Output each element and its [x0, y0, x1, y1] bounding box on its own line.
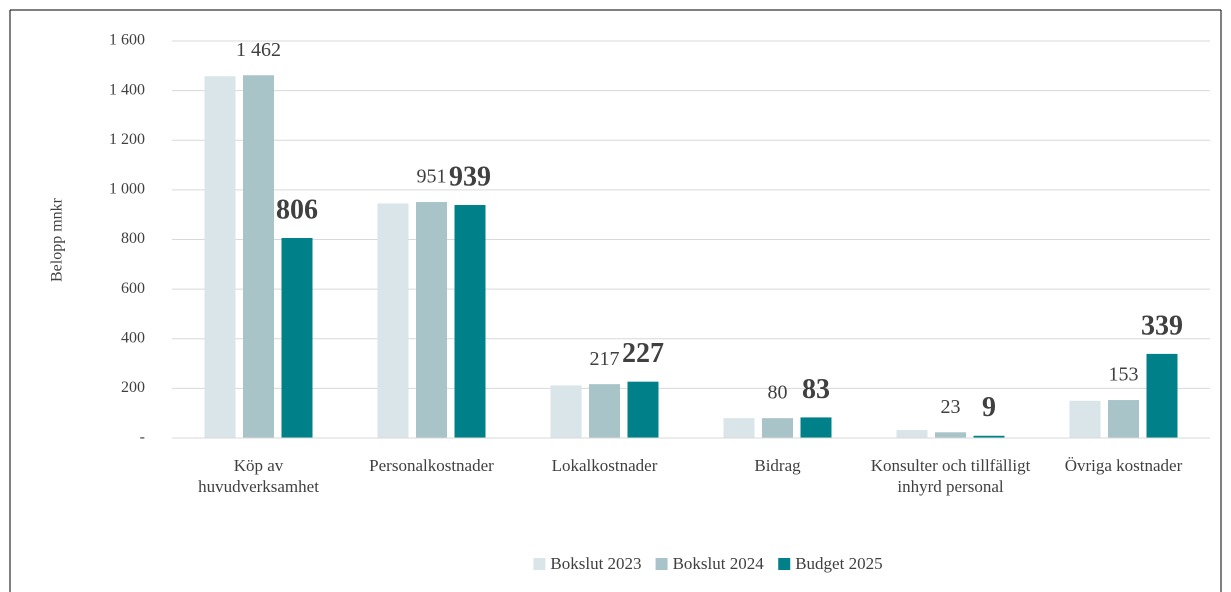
y-tick-label: 200: [121, 379, 145, 396]
value-label: 227: [622, 338, 664, 369]
legend-label: Bokslut 2023: [550, 554, 641, 573]
value-label: 23: [941, 396, 961, 418]
y-tick-label: 800: [121, 230, 145, 247]
x-tick-label: Personalkostnader: [369, 456, 494, 475]
bar: [723, 418, 755, 438]
y-tick-label: 1 600: [109, 32, 145, 49]
bar: [589, 384, 620, 438]
bar: [377, 203, 409, 438]
legend-swatch: [533, 558, 546, 570]
y-tick-label: 600: [121, 280, 145, 297]
bar: [896, 430, 928, 438]
y-tick-label: -: [140, 429, 145, 446]
y-axis-label: Belopp mnkr: [49, 197, 66, 282]
legend-swatch: [655, 558, 668, 570]
y-tick-label: 1 000: [109, 181, 145, 198]
x-tick-label: Köp av huvudverksamhet: [198, 456, 319, 496]
y-tick-label: 1 200: [109, 131, 145, 148]
y-tick-label: 1 400: [109, 81, 145, 98]
value-label: 83: [802, 374, 830, 405]
bar: [243, 75, 274, 439]
x-tick-label: Bidrag: [754, 456, 801, 475]
bar: [1146, 353, 1178, 438]
x-tick-label: Konsulter och tillfälligt inhyrd persona…: [870, 456, 1031, 496]
bar: [935, 432, 966, 438]
value-label: 806: [276, 194, 318, 225]
bar: [454, 205, 486, 438]
legend-label: Bokslut 2024: [673, 554, 765, 573]
bar: [627, 381, 659, 438]
bar: [416, 202, 447, 438]
value-label: 951: [417, 166, 447, 188]
bar: [550, 385, 582, 438]
legend-swatch: [778, 558, 791, 570]
bar: [800, 417, 832, 438]
value-label: 80: [768, 382, 788, 404]
value-label: 9: [982, 392, 996, 423]
bar: [204, 76, 236, 438]
x-tick-label: Övriga kostnader: [1064, 456, 1183, 475]
value-label: 1 462: [236, 39, 281, 61]
bar: [1108, 400, 1139, 438]
legend-label: Budget 2025: [795, 554, 882, 573]
bar: [1069, 400, 1101, 438]
x-tick-label: Lokalkostnader: [551, 456, 658, 475]
value-label: 339: [1141, 310, 1183, 341]
bar: [973, 435, 1005, 438]
y-tick-label: 400: [121, 329, 145, 346]
bar: [762, 418, 793, 438]
value-label: 217: [590, 348, 620, 370]
bar: [281, 238, 313, 438]
value-label: 153: [1109, 364, 1139, 386]
value-label: 939: [449, 161, 491, 192]
